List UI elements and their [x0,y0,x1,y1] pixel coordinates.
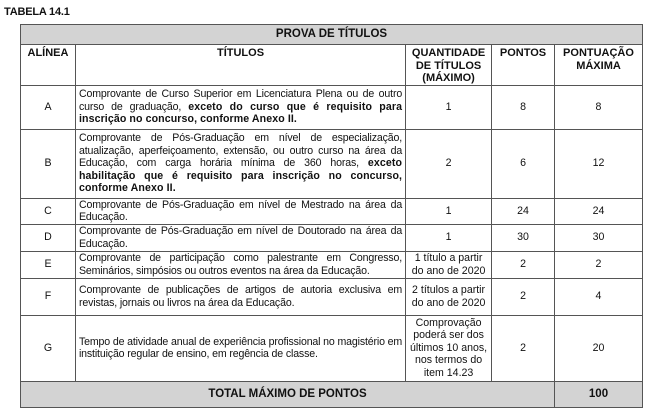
table-row: G Tempo de atividade anual de experiência… [20,314,643,382]
prova-de-titulos-table: PROVA DE TÍTULOS ALÍNEA TÍTULOS QUANTIDA… [20,24,643,408]
pontuacao-maxima-cell: 20 [554,314,643,382]
table-row: D Comprovante de Pós-Graduação em nível d… [20,223,643,252]
pontos-cell: 2 [491,314,555,382]
titulo-text: Comprovante de Pós-Graduação em nível de… [78,225,403,250]
alinea-cell: D [20,223,76,252]
pontuacao-maxima-cell: 2 [554,250,643,279]
table-row: F Comprovante de publicações de artigos d… [20,277,643,316]
pontos-cell: 2 [491,277,555,316]
titulo-cell: Tempo de atividade anual de experiência … [74,314,407,382]
quantidade-cell: 2 títulos a partir do ano de 2020 [405,277,493,316]
quantidade-cell: 1 [405,197,493,225]
pontos-cell: 6 [491,128,555,199]
titulo-cell: Comprovante de participação como palestr… [74,250,407,279]
pontuacao-maxima-cell: 30 [554,223,643,252]
titulo-text: Tempo de atividade anual de experiência … [78,335,403,360]
titulo-bold-text: exceto habilitação que é requisito para … [78,157,403,195]
table-row: E Comprovante de participação como palest… [20,250,643,279]
quantidade-cell: 1 [405,84,493,130]
total-row: TOTAL MÁXIMO DE PONTOS 100 [20,380,643,408]
titulo-cell: Comprovante de Pós-Graduação em nível de… [74,128,407,199]
alinea-cell: A [20,84,76,130]
pontos-cell: 30 [491,223,555,252]
header-pontuacao-maxima: PONTUAÇÃO MÁXIMA [554,44,643,86]
table-row: A Comprovante de Curso Superior em Licenc… [20,84,643,130]
header-alinea: ALÍNEA [20,44,76,86]
alinea-cell: C [20,197,76,225]
alinea-cell: E [20,250,76,279]
table-row: C Comprovante de Pós-Graduação em nível d… [20,197,643,225]
titulo-cell: Comprovante de Pós-Graduação em nível de… [74,223,407,252]
table-title: PROVA DE TÍTULOS [20,24,643,45]
titulo-text: Comprovante de publicações de artigos de… [78,284,403,309]
titulo-bold-text: exceto do curso que é requisito para ins… [78,100,403,126]
quantidade-cell: 2 [405,128,493,199]
pontos-cell: 2 [491,250,555,279]
header-titulos: TÍTULOS [74,44,407,86]
quantidade-cell: 1 título a partir do ano de 2020 [405,250,493,279]
table-row: B Comprovante de Pós-Graduação em nível d… [20,128,643,199]
alinea-cell: F [20,277,76,316]
titulo-cell: Comprovante de publicações de artigos de… [74,277,407,316]
pontuacao-maxima-cell: 24 [554,197,643,225]
titulo-cell: Comprovante de Pós-Graduação em nível de… [74,197,407,225]
pontuacao-maxima-cell: 8 [554,84,643,130]
pontos-cell: 8 [491,84,555,130]
table-caption: TABELA 14.1 [4,6,70,18]
titulo-text: Comprovante de Pós-Graduação em nível de… [78,198,403,223]
total-label: TOTAL MÁXIMO DE PONTOS [20,380,555,408]
titulo-text: Comprovante de participação como palestr… [78,252,403,277]
pontuacao-maxima-cell: 12 [554,128,643,199]
header-pontos: PONTOS [491,44,555,86]
quantidade-cell: Comprovação poderá ser dos últimos 10 an… [405,314,493,382]
titulo-text: Comprovante de Pós-Graduação em nível de… [78,132,403,170]
pontuacao-maxima-cell: 4 [554,277,643,316]
titulo-text: Comprovante de Curso Superior em Licenci… [78,88,403,113]
pontos-cell: 24 [491,197,555,225]
quantidade-cell: 1 [405,223,493,252]
total-value: 100 [554,380,643,408]
titulo-cell: Comprovante de Curso Superior em Licenci… [74,84,407,130]
alinea-cell: B [20,128,76,199]
header-quantidade: QUANTIDADE DE TÍTULOS (MÁXIMO) [405,44,493,86]
alinea-cell: G [20,314,76,382]
